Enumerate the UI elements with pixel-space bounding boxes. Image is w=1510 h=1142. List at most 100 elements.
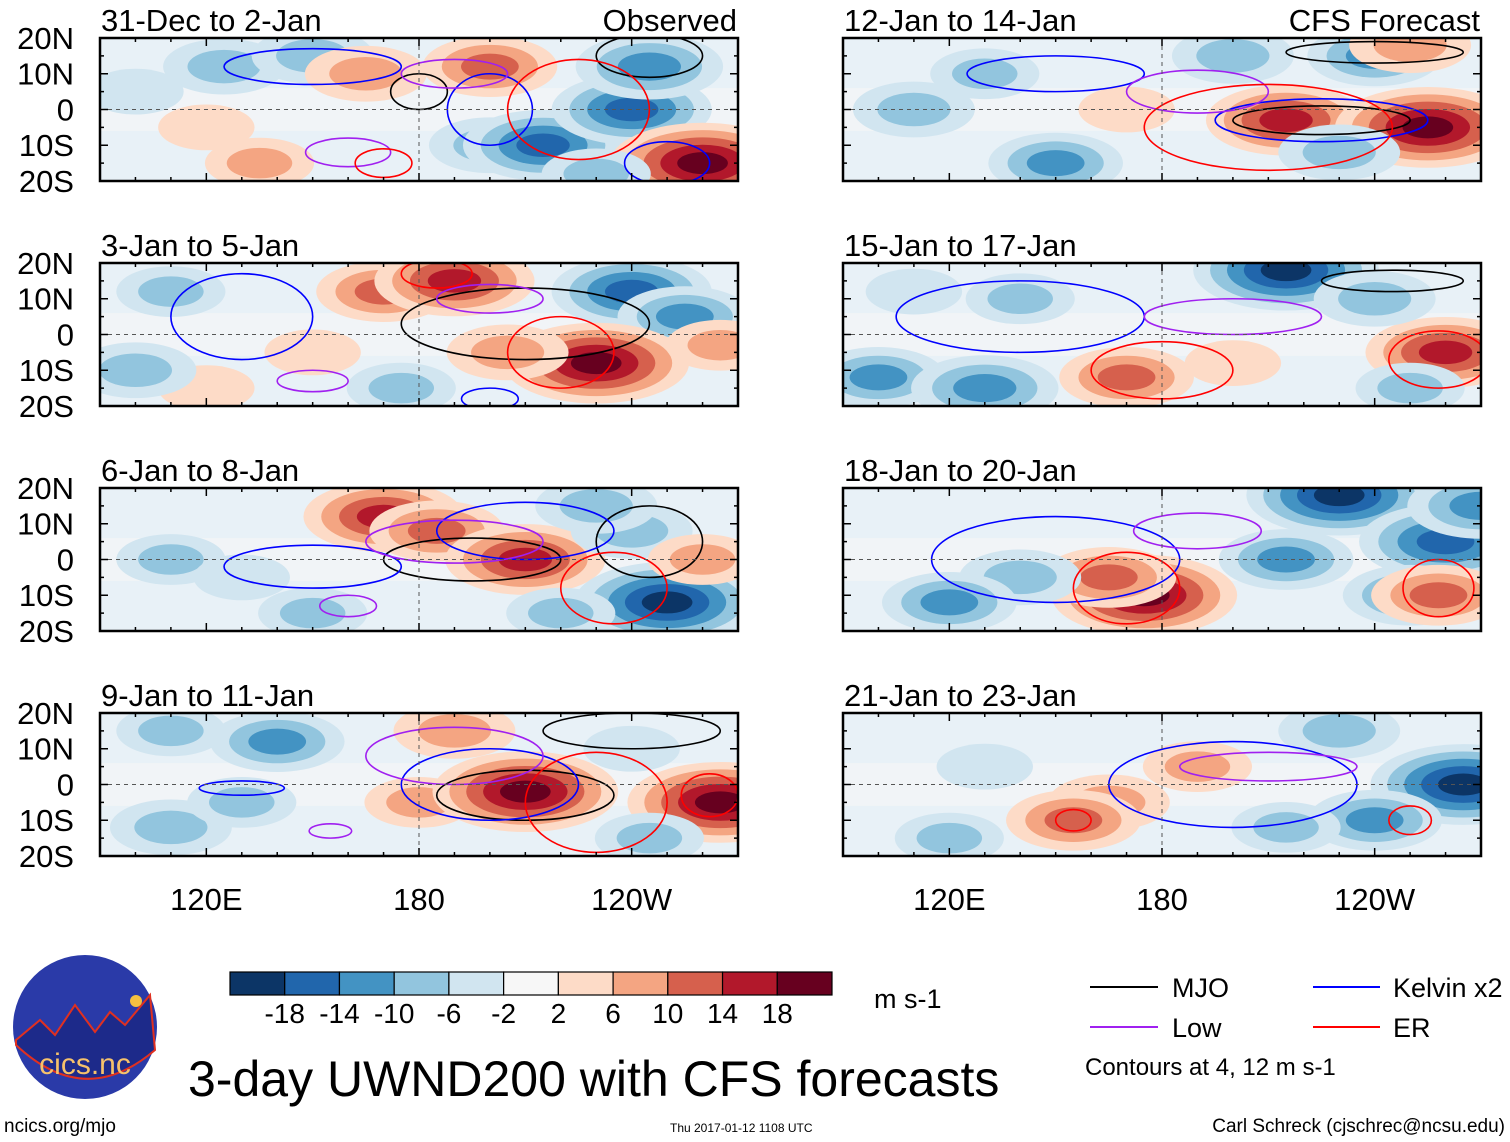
anomaly-contour-fill xyxy=(138,715,204,747)
wave-contour-er xyxy=(1072,551,1181,625)
colorbar-tick-label: -10 xyxy=(374,998,414,1029)
lat-tick-label: 10N xyxy=(17,282,74,317)
figure-title: 3-day UWND200 with CFS forecasts xyxy=(188,1051,999,1107)
anomaly-contour-fill xyxy=(916,822,983,854)
wave-contour-low xyxy=(308,823,353,839)
colorbar-swatch xyxy=(503,971,559,996)
lat-tick-label: 20S xyxy=(19,839,74,874)
lat-tick-label: 20N xyxy=(17,696,74,731)
timestamp: Thu 2017-01-12 1108 UTC xyxy=(670,1121,813,1135)
wave-contour-kelvin-x2 xyxy=(966,55,1146,93)
wave-contour-low xyxy=(365,519,544,564)
anomaly-contour-fill xyxy=(1196,39,1270,73)
anomaly-contour-fill xyxy=(936,743,1033,790)
anomaly-contour-fill xyxy=(563,158,629,181)
legend-label-kelvin: Kelvin x2 xyxy=(1393,973,1503,1003)
anomaly-contour-fill xyxy=(1377,372,1443,404)
anomaly-contour-fill xyxy=(138,544,204,575)
anomaly-contour-fill xyxy=(953,374,1017,403)
colorbar-tick-label: -18 xyxy=(264,998,304,1029)
panel-tag: CFS Forecast xyxy=(1289,3,1481,38)
lon-tick-label: 180 xyxy=(393,882,445,917)
wave-contour-kelvin-x2 xyxy=(460,387,520,406)
wave-contour-mjo xyxy=(1320,269,1465,293)
colorbar-tick-label: -14 xyxy=(319,998,359,1029)
panel-title: 21-Jan to 23-Jan xyxy=(844,678,1077,713)
panel-title: 3-Jan to 5-Jan xyxy=(101,228,299,263)
colorbar-tick-label: 14 xyxy=(707,998,738,1029)
anomaly-contour-fill xyxy=(616,822,683,854)
panel-title: 6-Jan to 8-Jan xyxy=(101,453,299,488)
wave-contour-low xyxy=(435,283,544,314)
anomaly-contour-fill xyxy=(226,147,293,179)
anomaly-contour-fill xyxy=(134,810,208,845)
anomaly-contour-fill xyxy=(920,589,979,616)
anomaly-contour-fill xyxy=(461,53,519,80)
anomaly-contour-fill xyxy=(1097,364,1156,391)
wave-contour-low xyxy=(1132,512,1263,550)
wave-contour-low xyxy=(400,58,509,89)
anomaly-contour-fill xyxy=(516,133,570,158)
wave-contour-kelvin-x2 xyxy=(223,544,403,589)
wave-contour-kelvin-x2 xyxy=(223,47,403,86)
panel-tag: Observed xyxy=(603,3,737,38)
anomaly-contour-fill xyxy=(368,372,435,404)
anomaly-contour-fill xyxy=(417,714,492,748)
anomaly-contour-fill xyxy=(329,57,403,91)
legend-label-er: ER xyxy=(1393,1013,1431,1043)
wave-contour-er xyxy=(400,263,473,289)
anomaly-contour-fill xyxy=(849,364,908,391)
lon-tick-label: 120E xyxy=(913,882,985,917)
site-link[interactable]: ncics.org/mjo xyxy=(4,1116,116,1137)
map-panels: 31-Dec to 2-Jan Observed20N10N010S20S3-Ja… xyxy=(17,3,1483,917)
map-panel: 18-Jan to 20-Jan xyxy=(841,453,1483,633)
anomaly-contour-fill xyxy=(1044,807,1103,834)
colorbar-swatch xyxy=(284,971,341,996)
panel-title: 9-Jan to 11-Jan xyxy=(101,678,314,713)
lat-tick-label: 0 xyxy=(57,318,74,353)
panel-title: 18-Jan to 20-Jan xyxy=(844,453,1077,488)
anomaly-contour-fill xyxy=(694,791,738,814)
wave-contour-er xyxy=(506,315,615,389)
colorbar-tick-label: 6 xyxy=(605,998,621,1029)
anomaly-contour-fill xyxy=(987,283,1053,314)
colorbar: -18 -14 -10 -6 -2 2 6 10 14 18 xyxy=(229,971,833,1029)
lat-tick-label: 0 xyxy=(57,93,74,128)
lat-tick-label: 0 xyxy=(57,768,74,803)
anomaly-contour-fill xyxy=(1026,150,1085,177)
wave-contour-mjo xyxy=(1232,105,1411,136)
legend-label-mjo: MJO xyxy=(1172,973,1229,1003)
anomaly-contour-fill xyxy=(1418,340,1473,365)
anomaly-contour-fill xyxy=(209,787,275,818)
anomaly-contour-fill xyxy=(1345,807,1404,834)
anomaly-contour-fill xyxy=(1338,282,1412,316)
wave-contour-er xyxy=(1388,330,1481,389)
anomaly-contour-fill xyxy=(427,269,482,293)
map-panel: 15-Jan to 17-Jan xyxy=(841,228,1483,408)
panel-title: 31-Dec to 2-Jan xyxy=(101,3,322,38)
lon-tick-label: 120W xyxy=(591,882,673,917)
panel-title: 12-Jan to 14-Jan xyxy=(844,3,1077,38)
wind-anomaly-fill xyxy=(843,713,1481,856)
wave-contour-low xyxy=(304,137,392,168)
anomaly-contour-fill xyxy=(100,353,173,387)
wave-contour-low xyxy=(1125,69,1270,114)
lat-tick-label: 10S xyxy=(19,353,74,388)
wave-contour-mjo xyxy=(595,38,704,79)
colorbar-swatch xyxy=(557,971,614,996)
colorbar-swatch xyxy=(721,971,778,996)
wave-contour-kelvin-x2 xyxy=(170,272,314,361)
wave-contour-kelvin-x2 xyxy=(198,780,286,797)
colorbar-swatch xyxy=(229,971,286,996)
anomaly-contour-fill xyxy=(1449,491,1481,520)
lat-tick-label: 10N xyxy=(17,732,74,767)
wave-contour-er xyxy=(559,551,668,625)
lat-tick-label: 20S xyxy=(19,389,74,424)
anomaly-contour-fill xyxy=(248,728,307,755)
anomaly-contour-fill xyxy=(877,92,951,127)
lat-tick-label: 10S xyxy=(19,803,74,838)
